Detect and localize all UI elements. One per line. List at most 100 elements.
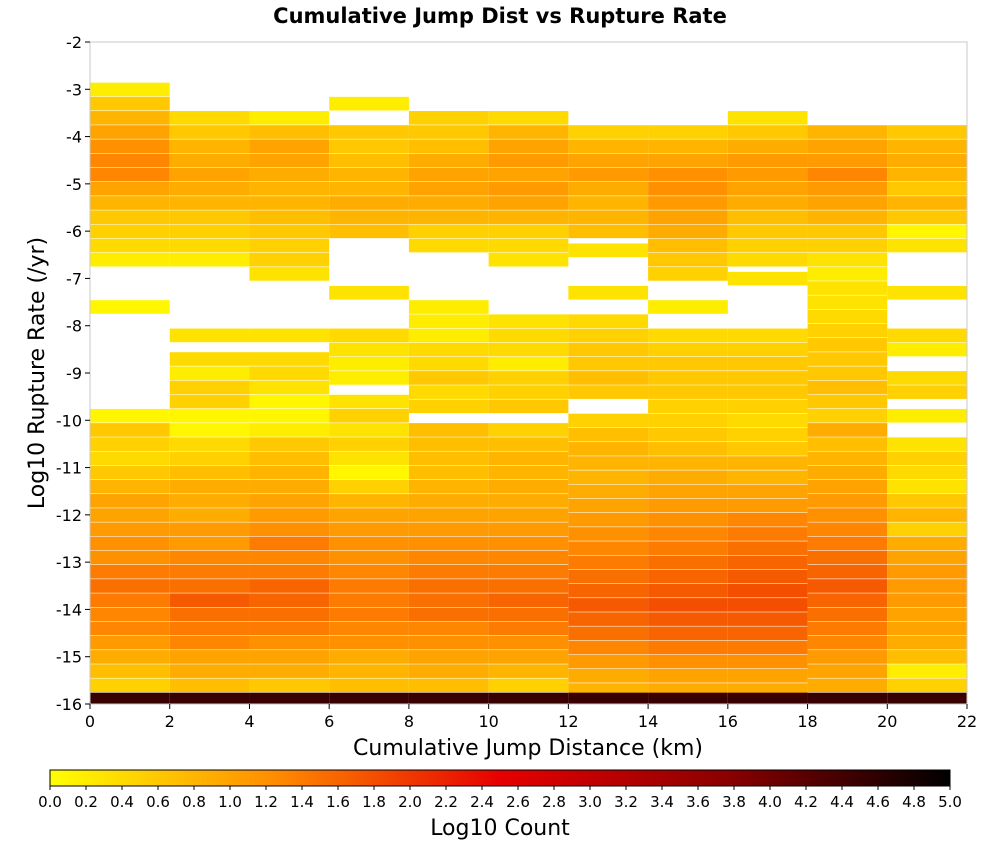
heatmap-cell xyxy=(169,210,250,224)
heatmap-cell xyxy=(568,210,649,224)
heatmap-cell xyxy=(727,612,808,626)
heatmap-cell xyxy=(648,139,728,154)
heatmap-cell xyxy=(408,423,489,437)
heatmap-cell xyxy=(568,314,649,329)
heatmap-cell xyxy=(329,522,409,537)
heatmap-cell xyxy=(408,593,489,607)
heatmap-cell xyxy=(568,669,649,683)
heatmap-cell xyxy=(169,593,250,607)
heatmap-cell xyxy=(249,380,330,395)
heatmap-cell xyxy=(727,328,808,343)
heatmap-cell xyxy=(727,139,808,154)
heatmap-cell xyxy=(329,139,409,154)
x-tick-label: 12 xyxy=(558,712,578,731)
colorbar-tick-label: 0.0 xyxy=(38,793,62,811)
heatmap-cell xyxy=(807,522,888,537)
heatmap-cell xyxy=(90,621,170,636)
heatmap-cell xyxy=(249,167,330,182)
heatmap-cell xyxy=(807,196,888,210)
heatmap-cell xyxy=(90,139,170,154)
x-tick-label: 18 xyxy=(797,712,817,731)
heatmap-cell xyxy=(249,465,330,480)
heatmap-cell xyxy=(408,508,489,522)
heatmap-cell xyxy=(887,607,967,622)
heatmap-cell xyxy=(887,536,967,551)
heatmap-cell xyxy=(488,328,569,343)
heatmap-cell xyxy=(408,607,489,622)
colorbar-ticks: 0.0 0.2 0.4 0.6 0.8 1.0 1.2 1.4 1.6 1.8 2.0 2.2 2.4 2… xyxy=(38,786,962,811)
heatmap-cell xyxy=(90,423,170,437)
heatmap-cell xyxy=(568,153,649,168)
heatmap-cell xyxy=(568,583,649,598)
y-tick-label: -12 xyxy=(56,506,82,525)
heatmap-cell xyxy=(727,385,808,399)
heatmap-cell xyxy=(807,593,888,607)
heatmap-cell xyxy=(807,550,888,565)
y-tick-label: -15 xyxy=(56,648,82,667)
colorbar-tick-label: 2.2 xyxy=(434,793,458,811)
heatmap-cell xyxy=(568,484,649,499)
heatmap-cell xyxy=(488,196,569,210)
heatmap-cell xyxy=(568,196,649,210)
heatmap-cell xyxy=(488,125,569,139)
heatmap-cell xyxy=(488,678,569,693)
heatmap-cell xyxy=(807,181,888,196)
heatmap-cell xyxy=(90,607,170,622)
heatmap-cell xyxy=(648,196,728,210)
y-tick-label: -8 xyxy=(66,317,82,336)
heatmap-cell xyxy=(90,593,170,607)
heatmap-cell xyxy=(329,423,409,437)
heatmap-cell xyxy=(169,139,250,154)
heatmap-cell xyxy=(169,196,250,210)
heatmap-cell xyxy=(488,494,569,508)
heatmap-cell xyxy=(408,342,489,357)
heatmap-cell xyxy=(488,153,569,168)
heatmap-cell xyxy=(727,427,808,442)
heatmap-cell xyxy=(169,621,250,636)
heatmap-cell xyxy=(887,125,967,139)
heatmap-cell xyxy=(727,541,808,555)
heatmap-cell xyxy=(488,692,569,705)
heatmap-cell xyxy=(807,295,888,310)
heatmap-cell xyxy=(648,371,728,385)
colorbar xyxy=(49,769,951,787)
heatmap-cell xyxy=(807,238,888,253)
heatmap-cell xyxy=(807,536,888,551)
heatmap-cell xyxy=(568,498,649,513)
heatmap-cell xyxy=(408,356,489,371)
heatmap-cell xyxy=(887,196,967,210)
heatmap-cell xyxy=(90,125,170,139)
colorbar-tick-label: 1.4 xyxy=(290,793,314,811)
heatmap-cell xyxy=(648,484,728,499)
heatmap-cell xyxy=(807,508,888,522)
heatmap-cell xyxy=(169,635,250,650)
x-tick-label: 4 xyxy=(244,712,254,731)
heatmap-cell xyxy=(727,555,808,570)
heatmap-cell xyxy=(329,356,409,371)
heatmap-cell xyxy=(408,465,489,480)
heatmap-cell xyxy=(568,167,649,182)
heatmap-cell xyxy=(727,626,808,641)
heatmap-cell xyxy=(90,167,170,182)
heatmap-cell xyxy=(887,285,967,300)
heatmap-cell xyxy=(169,607,250,622)
heatmap-cell xyxy=(887,224,967,239)
heatmap-cell xyxy=(488,139,569,154)
colorbar-tick-label: 2.8 xyxy=(542,793,566,811)
heatmap-cell xyxy=(408,579,489,593)
heatmap-cell xyxy=(488,238,569,253)
heatmap-cell xyxy=(169,664,250,678)
heatmap-cell xyxy=(169,111,250,125)
colorbar-tick-label: 0.4 xyxy=(110,793,134,811)
heatmap-cell xyxy=(408,125,489,139)
colorbar-tick-label: 4.0 xyxy=(758,793,782,811)
heatmap-cell xyxy=(727,442,808,456)
heatmap-cell xyxy=(408,328,489,343)
heatmap-cell xyxy=(807,621,888,636)
heatmap-cell xyxy=(90,451,170,466)
heatmap-cell xyxy=(648,267,728,281)
heatmap-cell xyxy=(648,252,728,267)
heatmap-cell xyxy=(727,111,808,125)
y-tick-label: -10 xyxy=(56,411,82,430)
heatmap-cell xyxy=(408,314,489,329)
